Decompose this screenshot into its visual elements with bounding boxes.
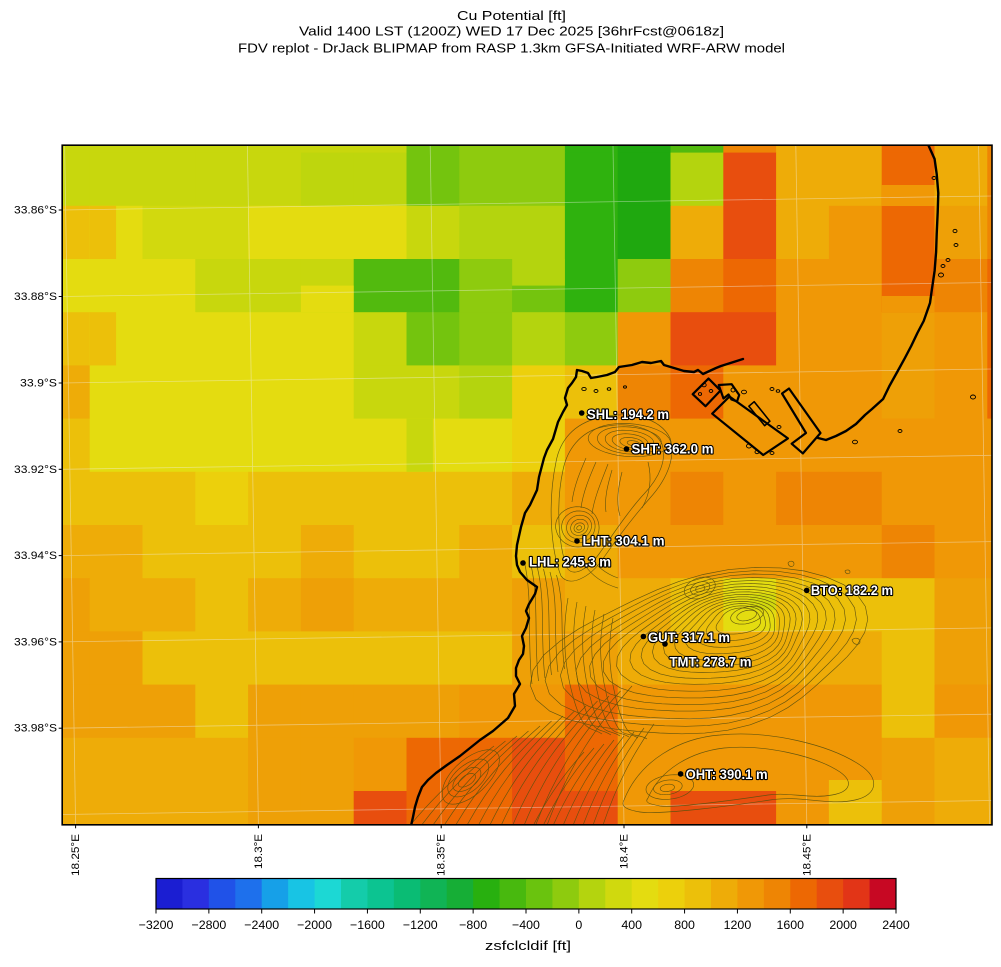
svg-text:GUT: 317.1 m: GUT: 317.1 m <box>648 630 730 645</box>
svg-text:33.96°S: 33.96°S <box>14 636 57 648</box>
svg-text:33.92°S: 33.92°S <box>14 464 57 476</box>
svg-text:18.3°E: 18.3°E <box>253 834 265 869</box>
svg-text:18.25°E: 18.25°E <box>70 834 82 876</box>
svg-text:33.88°S: 33.88°S <box>14 291 57 303</box>
svg-text:zsfclcldif [ft]: zsfclcldif [ft] <box>485 938 571 953</box>
svg-text:LHL: 245.3 m: LHL: 245.3 m <box>529 555 611 570</box>
svg-text:33.94°S: 33.94°S <box>14 550 57 562</box>
svg-text:18.4°E: 18.4°E <box>619 834 631 869</box>
svg-text:400: 400 <box>621 918 642 932</box>
svg-text:1600: 1600 <box>777 918 805 932</box>
svg-text:−2400: −2400 <box>244 918 279 932</box>
svg-text:33.98°S: 33.98°S <box>14 723 57 735</box>
svg-text:Cu Potential [ft]: Cu Potential [ft] <box>457 9 566 23</box>
svg-text:−400: −400 <box>512 918 540 932</box>
svg-text:TMT: 278.7 m: TMT: 278.7 m <box>670 655 752 670</box>
svg-text:18.45°E: 18.45°E <box>801 834 813 876</box>
svg-text:−2000: −2000 <box>297 918 332 932</box>
svg-text:LHT: 304.1 m: LHT: 304.1 m <box>583 534 665 549</box>
svg-text:18.35°E: 18.35°E <box>436 834 448 876</box>
svg-text:−1600: −1600 <box>350 918 385 932</box>
svg-text:OHT: 390.1 m: OHT: 390.1 m <box>686 767 768 782</box>
svg-text:SHL: 194.2 m: SHL: 194.2 m <box>587 407 669 422</box>
svg-text:−2800: −2800 <box>191 918 226 932</box>
svg-text:33.86°S: 33.86°S <box>14 205 57 217</box>
svg-text:2000: 2000 <box>829 918 857 932</box>
svg-text:33.9°S: 33.9°S <box>20 378 57 390</box>
svg-text:800: 800 <box>674 918 695 932</box>
svg-text:−3200: −3200 <box>139 918 174 932</box>
svg-text:FDV replot - DrJack BLIPMAP fr: FDV replot - DrJack BLIPMAP from RASP 1.… <box>238 42 785 56</box>
svg-text:0: 0 <box>575 918 582 932</box>
svg-text:1200: 1200 <box>724 918 752 932</box>
svg-text:−1200: −1200 <box>403 918 438 932</box>
svg-text:Valid 1400 LST (1200Z) WED 17: Valid 1400 LST (1200Z) WED 17 Dec 2025 [… <box>299 25 724 39</box>
svg-text:2400: 2400 <box>882 918 910 932</box>
svg-text:BTO: 182.2 m: BTO: 182.2 m <box>811 583 893 598</box>
svg-text:SHT: 362.0 m: SHT: 362.0 m <box>632 442 714 457</box>
svg-text:−800: −800 <box>459 918 487 932</box>
